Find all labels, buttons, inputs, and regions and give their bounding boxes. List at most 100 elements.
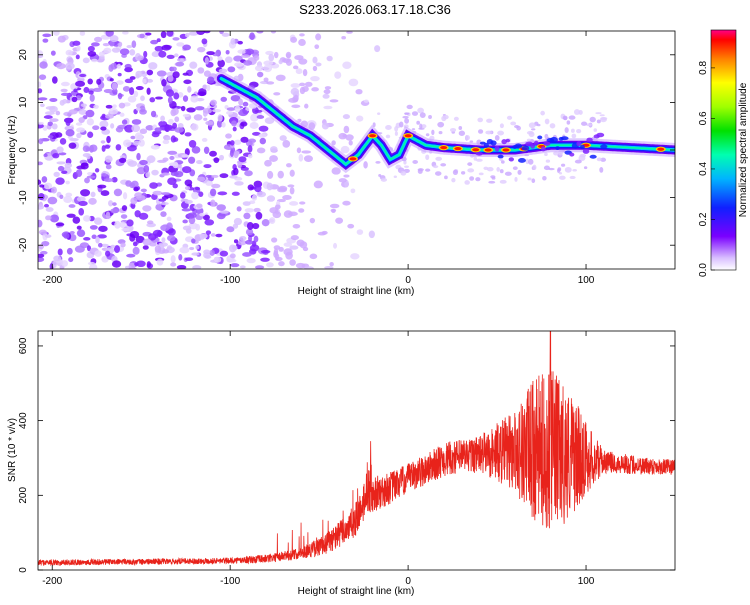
spectrogram-noise-blob bbox=[467, 168, 475, 173]
spectrogram-noise-blob bbox=[161, 172, 170, 176]
spectrogram-noise-blob bbox=[275, 74, 286, 82]
spectrogram-noise-blob bbox=[249, 121, 259, 129]
spectrogram-noise-blob bbox=[143, 50, 148, 58]
spectrogram-noise-blob bbox=[238, 98, 244, 106]
spectrogram-noise-blob bbox=[133, 90, 139, 98]
spectrogram-noise-blob bbox=[148, 62, 158, 70]
spectrogram-noise-blob bbox=[115, 126, 124, 133]
spectrogram-noise-blob bbox=[69, 138, 79, 142]
spectrogram-noise-blob bbox=[145, 125, 154, 131]
colorbar-ticks: 0.0 0.2 0.4 0.6 0.8 bbox=[698, 61, 715, 277]
spectrogram-noise-blob bbox=[138, 139, 145, 147]
spectrogram-noise-blob bbox=[531, 178, 536, 184]
spectrogram-noise-blob bbox=[61, 170, 68, 174]
spectrogram-noise-blob bbox=[86, 118, 95, 126]
spectrogram-noise-blob bbox=[172, 122, 178, 130]
spectrogram-noise-blob bbox=[329, 203, 340, 209]
colorbar: 0.0 0.2 0.4 0.6 0.8 Normalized spectral ampl… bbox=[698, 29, 749, 277]
spectrogram-noise-blob bbox=[145, 32, 152, 36]
spectrogram-noise-blob bbox=[123, 139, 132, 148]
snr-xtick-label: -100 bbox=[220, 576, 240, 587]
spectrogram-noise-blob bbox=[469, 140, 474, 143]
spectrogram-noise-blob bbox=[259, 137, 267, 145]
spectrogram-noise-blob bbox=[196, 203, 203, 209]
spectrogram-noise-blob bbox=[53, 255, 62, 262]
spectrogram-ridge-blob bbox=[580, 144, 585, 150]
spectrogram-noise-blob bbox=[100, 140, 106, 144]
spectrogram-noise-blob bbox=[330, 208, 337, 213]
spectrogram-noise-blob bbox=[69, 231, 75, 235]
snr-frame bbox=[37, 330, 676, 571]
snr-ytick-label: 0 bbox=[18, 567, 29, 573]
spectrogram-noise-blob bbox=[230, 94, 241, 102]
spectrogram-noise-blob bbox=[129, 87, 135, 96]
spectrogram-noise-blob bbox=[96, 78, 102, 85]
spectrogram-noise-blob bbox=[87, 78, 93, 85]
spectrogram-noise-blob bbox=[278, 261, 285, 267]
spectrogram-noise-blob bbox=[72, 40, 81, 46]
spectrogram-ridge-blob bbox=[521, 145, 530, 151]
spectrogram-noise-blob bbox=[166, 136, 171, 141]
spectrogram-noise-blob bbox=[260, 257, 270, 262]
spectrogram-noise-blob bbox=[230, 140, 235, 146]
spectrogram-ridge-blob bbox=[589, 154, 597, 159]
spectrogram-noise-blob bbox=[266, 262, 274, 268]
spectrogram-noise-blob bbox=[187, 212, 197, 219]
spectrogram-noise-blob bbox=[173, 53, 179, 58]
spectrogram-noise-blob bbox=[86, 175, 96, 179]
spectrogram-noise-blob bbox=[179, 192, 186, 199]
spectrogram-noise-blob bbox=[324, 265, 334, 269]
spectrogram-noise-blob bbox=[425, 133, 430, 137]
spectrogram-noise-blob bbox=[154, 45, 164, 52]
spectrogram-noise-blob bbox=[102, 42, 110, 47]
spectrogram-noise-blob bbox=[182, 72, 189, 76]
spectrogram-noise-blob bbox=[202, 214, 210, 221]
spectrogram-noise-blob bbox=[100, 126, 107, 131]
spectrogram-noise-blob bbox=[38, 256, 45, 263]
spectrogram-ytick-label: -10 bbox=[18, 190, 29, 205]
spectrogram-ridge-blob bbox=[555, 146, 560, 151]
spectrogram-noise-blob bbox=[127, 160, 138, 167]
spectrogram-noise-blob bbox=[540, 110, 545, 116]
spectrogram-noise-blob bbox=[356, 115, 364, 122]
spectrogram-noise-blob bbox=[263, 60, 274, 66]
spectrogram-noise-blob bbox=[221, 121, 226, 128]
spectrogram-noise-blob bbox=[593, 128, 598, 132]
spectrogram-noise-blob bbox=[55, 222, 65, 227]
spectrogram-noise-blob bbox=[154, 127, 162, 133]
spectrogram-noise-blob bbox=[452, 169, 458, 175]
spectrogram-noise-blob bbox=[167, 234, 176, 242]
spectrogram-noise-blob bbox=[517, 169, 522, 175]
spectrogram-noise-blob bbox=[100, 190, 110, 197]
spectrogram-noise-blob bbox=[57, 35, 66, 43]
spectrogram-ridge-blob bbox=[475, 151, 483, 156]
spectrogram-noise-blob bbox=[486, 166, 494, 172]
spectrogram-ridge-blob bbox=[586, 137, 593, 143]
spectrogram-noise-blob bbox=[78, 208, 85, 216]
spectrogram-noise-blob bbox=[263, 64, 273, 73]
spectrogram-noise-blob bbox=[600, 157, 607, 162]
spectrogram-noise-blob bbox=[304, 81, 313, 87]
spectrogram-noise-blob bbox=[211, 174, 219, 178]
spectrogram-noise-blob bbox=[101, 145, 106, 152]
spectrogram-noise-blob bbox=[444, 175, 448, 180]
spectrogram-noise-blob bbox=[283, 242, 293, 247]
spectrogram-noise-blob bbox=[348, 140, 353, 146]
spectrogram-noise-blob bbox=[59, 138, 67, 145]
colorbar-tick-label: 0.0 bbox=[698, 263, 709, 277]
spectrogram-noise-blob bbox=[491, 176, 496, 180]
spectrogram-noise-blob bbox=[166, 54, 175, 59]
spectrogram-noise-blob bbox=[245, 48, 255, 55]
spectrogram-noise-blob bbox=[499, 123, 504, 129]
spectrogram-noise-blob bbox=[542, 175, 547, 181]
spectrogram-noise-blob bbox=[91, 42, 100, 47]
spectrogram-xtick-label: 0 bbox=[405, 275, 411, 286]
spectrogram-noise-blob bbox=[437, 121, 445, 128]
snr-series-line bbox=[38, 331, 675, 567]
spectrogram-noise-blob bbox=[290, 235, 299, 241]
spectrogram-ridge-blob bbox=[508, 157, 514, 162]
spectrogram-noise-blob bbox=[247, 153, 253, 159]
spectrogram-noise-blob bbox=[237, 49, 247, 54]
spectrogram-noise-blob bbox=[84, 177, 90, 184]
